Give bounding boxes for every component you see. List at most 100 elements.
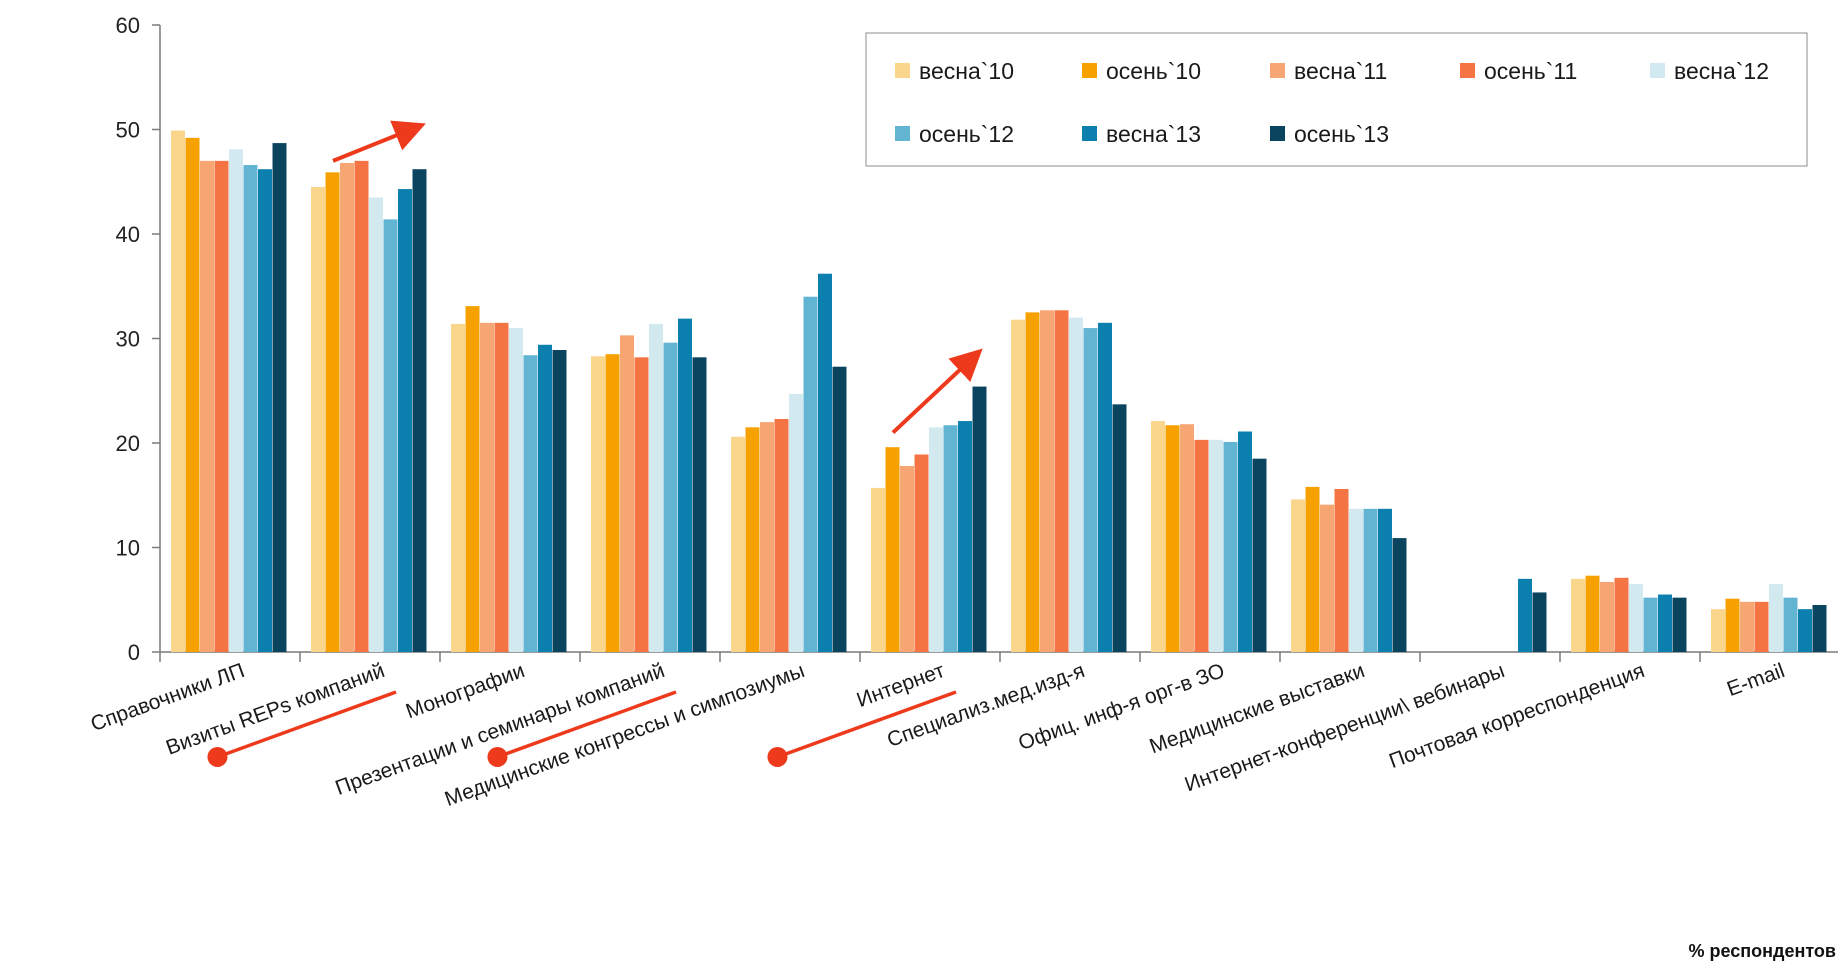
y-tick-label: 20 bbox=[116, 431, 140, 456]
bar bbox=[1025, 312, 1040, 652]
bar bbox=[1378, 508, 1392, 652]
bar bbox=[171, 130, 185, 653]
bar bbox=[1054, 310, 1069, 652]
legend-label: осень`12 bbox=[919, 121, 1014, 147]
bar bbox=[1349, 508, 1363, 652]
bar bbox=[885, 447, 900, 652]
bar bbox=[1112, 404, 1127, 652]
bar bbox=[451, 323, 465, 652]
y-tick-label: 40 bbox=[116, 222, 140, 247]
bar bbox=[1658, 594, 1672, 652]
bar bbox=[678, 318, 692, 652]
bar bbox=[663, 342, 678, 652]
bar bbox=[325, 172, 340, 652]
bar bbox=[649, 323, 663, 652]
legend-swatch bbox=[895, 63, 910, 78]
bar bbox=[185, 137, 200, 653]
bar bbox=[1725, 598, 1740, 652]
bar bbox=[1291, 499, 1305, 652]
bar bbox=[760, 422, 774, 652]
bar bbox=[214, 160, 229, 652]
trend-arrow bbox=[891, 348, 983, 435]
bar bbox=[871, 487, 885, 652]
legend-swatch bbox=[1650, 63, 1665, 78]
bar bbox=[745, 427, 760, 652]
legend-label: осень`13 bbox=[1294, 121, 1389, 147]
bar bbox=[354, 160, 369, 652]
bar bbox=[591, 356, 605, 652]
bar bbox=[552, 349, 567, 652]
y-tick-label: 10 bbox=[116, 536, 140, 561]
bar bbox=[398, 189, 412, 652]
bar bbox=[1151, 421, 1165, 652]
bar bbox=[1252, 458, 1267, 652]
bar bbox=[1363, 508, 1378, 652]
highlight-underline bbox=[776, 690, 957, 759]
bar bbox=[1740, 601, 1754, 652]
bar bbox=[1320, 504, 1334, 652]
bar bbox=[1518, 578, 1532, 652]
bar bbox=[605, 354, 620, 652]
highlight-dot bbox=[767, 746, 788, 767]
bar bbox=[1812, 604, 1827, 652]
bar bbox=[200, 160, 214, 652]
bar bbox=[340, 162, 354, 652]
bar bbox=[480, 322, 494, 652]
bar bbox=[1194, 439, 1209, 652]
bar bbox=[509, 328, 523, 652]
bar bbox=[774, 418, 789, 652]
bar bbox=[1585, 575, 1600, 652]
bar bbox=[1223, 441, 1238, 652]
legend-swatch bbox=[1270, 126, 1285, 141]
highlight-dot bbox=[207, 746, 228, 767]
bar bbox=[1040, 310, 1054, 652]
legend-swatch bbox=[1460, 63, 1475, 78]
bar bbox=[1209, 439, 1223, 652]
legend-swatch bbox=[895, 126, 910, 141]
bar bbox=[465, 306, 480, 652]
bar bbox=[1011, 319, 1025, 652]
bar bbox=[1571, 578, 1585, 652]
legend-label: осень`10 bbox=[1106, 58, 1201, 84]
legend: весна`10 осень`10 весна`11 осень`11 весна`12… bbox=[865, 32, 1808, 167]
bar bbox=[1532, 592, 1547, 652]
bar bbox=[412, 169, 427, 652]
bar bbox=[1711, 609, 1725, 652]
highlight-dot bbox=[487, 746, 508, 767]
y-tick-label: 0 bbox=[128, 640, 140, 665]
y-tick-label: 60 bbox=[116, 13, 140, 38]
bar bbox=[803, 296, 818, 652]
axes: 0 10 20 30 40 50 60 bbox=[116, 13, 1838, 665]
bar bbox=[832, 366, 847, 652]
bar bbox=[731, 436, 745, 652]
bar bbox=[311, 186, 325, 652]
bar bbox=[818, 273, 832, 652]
bar bbox=[369, 197, 383, 653]
bar bbox=[243, 165, 258, 652]
bar bbox=[1672, 597, 1687, 652]
bar bbox=[1783, 597, 1798, 652]
y-tick-label: 30 bbox=[116, 327, 140, 352]
bar bbox=[943, 425, 958, 652]
bar bbox=[1334, 488, 1349, 652]
legend-box bbox=[865, 32, 1808, 167]
bar bbox=[1238, 431, 1252, 652]
bar bbox=[972, 386, 987, 652]
bar bbox=[692, 357, 707, 652]
legend-label: весна`10 bbox=[919, 58, 1014, 84]
legend-label: весна`13 bbox=[1106, 121, 1201, 147]
bars bbox=[171, 130, 1827, 653]
bar bbox=[634, 357, 649, 652]
bar bbox=[383, 219, 398, 652]
highlight-underline bbox=[216, 690, 397, 759]
x-category-label: E-mail bbox=[1724, 659, 1788, 701]
y-tick-label: 50 bbox=[116, 118, 140, 143]
bar bbox=[1392, 538, 1407, 652]
bar bbox=[914, 454, 929, 652]
bar bbox=[1600, 581, 1614, 652]
bar bbox=[229, 149, 243, 653]
bar bbox=[1643, 597, 1658, 652]
bar bbox=[1769, 584, 1783, 652]
